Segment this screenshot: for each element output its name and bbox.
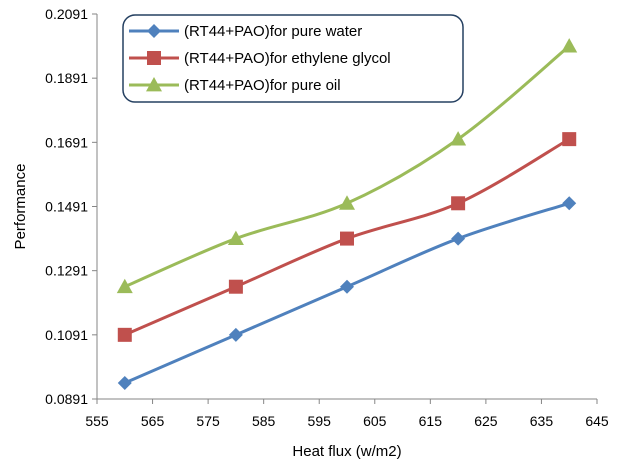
data-point (116, 278, 133, 294)
y-tick-label: 0.0891 (45, 391, 88, 407)
legend-item: (RT44+PAO)for pure oil (129, 77, 341, 94)
data-point (228, 327, 243, 342)
legend-box (122, 14, 464, 103)
legend-marker (147, 51, 161, 65)
y-tick-label: 0.1891 (45, 70, 88, 86)
y-tick-label: 0.1691 (45, 134, 88, 150)
axes: 0.0891 0.1091 0.1291 0.1491 0.1691 0.1891 0.20… (45, 6, 609, 429)
x-tick-label: 585 (252, 413, 276, 429)
series-square (117, 132, 577, 342)
x-tick-label: 595 (308, 413, 332, 429)
data-point (450, 131, 467, 146)
x-tick-label: 645 (585, 413, 609, 429)
x-tick-label: 555 (85, 413, 109, 429)
series-triangle (116, 38, 578, 294)
x-tick-label: 625 (474, 413, 498, 429)
legend-item: (RT44+PAO)for ethylene glycol (129, 50, 391, 67)
legend-marker (146, 77, 162, 92)
data-point (227, 230, 244, 245)
data-point (561, 38, 578, 53)
x-tick-label: 615 (419, 413, 443, 429)
x-tick-label: 565 (141, 413, 165, 429)
data-point (562, 132, 577, 147)
y-tick-label: 0.1091 (45, 327, 88, 343)
data-point (451, 231, 466, 246)
data-point (340, 231, 354, 246)
legend-label: (RT44+PAO)for pure oil (184, 77, 341, 94)
data-point (339, 195, 355, 210)
y-tick-label: 0.1291 (45, 263, 88, 279)
legend-item: (RT44+PAO)for pure water (129, 23, 362, 40)
y-tick-label: 0.2091 (45, 6, 88, 22)
legend-marker (147, 24, 161, 38)
x-axis-title: Heat flux (w/m2) (292, 443, 401, 460)
data-point (228, 279, 243, 294)
data-point (451, 196, 466, 211)
data-point (340, 279, 354, 294)
legend-label: (RT44+PAO)for ethylene glycol (184, 50, 391, 67)
x-tick-label: 605 (363, 413, 387, 429)
x-tick-label: 575 (196, 413, 220, 429)
legend-label: (RT44+PAO)for pure water (184, 23, 362, 40)
series-diamond (117, 196, 577, 390)
y-axis-title: Performance (12, 164, 29, 250)
data-point (117, 375, 132, 390)
legend: (RT44+PAO)for pure water (RT44+PAO)for et… (122, 14, 464, 103)
data-point (117, 327, 132, 342)
series-group (116, 38, 578, 390)
x-tick-label: 635 (530, 413, 554, 429)
y-tick-label: 0.1491 (45, 199, 88, 215)
data-point (562, 196, 577, 211)
